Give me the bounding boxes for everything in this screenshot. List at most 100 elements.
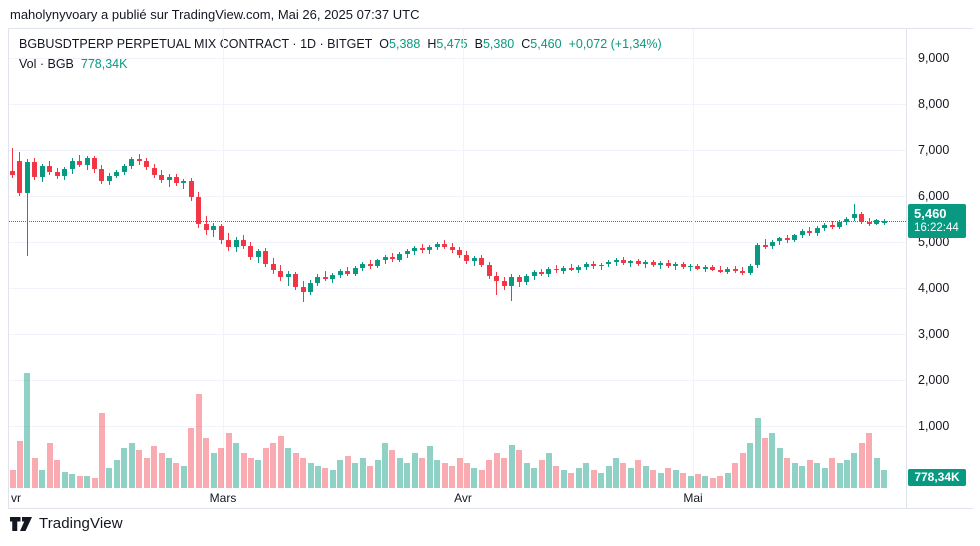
candle: [188, 180, 194, 197]
candle: [427, 246, 433, 251]
footer: TradingView: [10, 515, 123, 532]
volume-bar: [314, 466, 321, 488]
chart-panel: BGBUSDTPERP PERPETUAL MIX CONTRACT · 1D …: [8, 28, 974, 509]
time-axis[interactable]: vr Mars Avr Mai: [9, 488, 906, 508]
candle-wick: [496, 271, 498, 295]
candle: [732, 268, 738, 271]
candle: [412, 247, 418, 252]
price-tick-label: 7,000: [918, 143, 950, 157]
volume-bar: [195, 394, 202, 488]
candle-wick: [630, 259, 632, 267]
candle: [92, 158, 97, 170]
volume-bar: [374, 460, 381, 488]
price-gridline: [9, 426, 906, 427]
volume-value: 778,34K: [80, 57, 128, 71]
volume-bar: [84, 476, 90, 488]
candle-wick: [168, 173, 170, 187]
volume-bar: [598, 473, 605, 488]
candle: [248, 245, 254, 257]
candle-wick: [444, 239, 446, 249]
volume-bar: [575, 468, 582, 488]
volume-bar: [233, 443, 239, 488]
volume-bar: [702, 476, 709, 488]
candle-wick: [600, 262, 602, 271]
candle: [389, 256, 395, 260]
low-label: B: [474, 37, 483, 51]
candle: [203, 223, 209, 231]
volume-bar: [91, 478, 98, 488]
candle: [270, 264, 276, 271]
volume-bar: [434, 460, 441, 488]
volume-bar: [806, 460, 813, 488]
tradingview-wordmark[interactable]: TradingView: [39, 515, 123, 532]
volume-bar: [851, 453, 858, 488]
candle: [293, 274, 299, 288]
symbol-title[interactable]: BGBUSDTPERP PERPETUAL MIX CONTRACT · 1D …: [19, 37, 373, 51]
price-gridline: [9, 334, 906, 335]
candle: [136, 159, 142, 161]
price-tick-label: 6,000: [918, 189, 950, 203]
candle: [717, 269, 723, 272]
volume-bar: [46, 443, 53, 488]
legend-symbol-row[interactable]: BGBUSDTPERP PERPETUAL MIX CONTRACT · 1D …: [19, 35, 662, 54]
candle: [397, 254, 403, 260]
candle: [419, 247, 425, 251]
candle: [851, 214, 857, 219]
candle: [330, 275, 336, 279]
volume-bar: [76, 476, 83, 488]
price-axis[interactable]: 5,460 16:22:44 778,34K 9,000 8,000 7,000 6,…: [906, 29, 974, 508]
volume-bar: [382, 443, 388, 488]
candle-wick: [868, 218, 870, 226]
volume-bar: [709, 478, 716, 488]
candle: [54, 172, 60, 177]
plot-area[interactable]: BGBUSDTPERP PERPETUAL MIX CONTRACT · 1D …: [9, 29, 906, 488]
volume-bar: [843, 460, 850, 488]
volume-bar: [128, 443, 135, 488]
volume-bar: [836, 463, 843, 488]
volume-bar: [247, 458, 254, 488]
candle: [151, 167, 157, 176]
legend-volume-row[interactable]: Vol · BGB 778,34K: [19, 55, 662, 74]
price-tick-label: 9,000: [918, 51, 950, 65]
volume-bar: [143, 458, 150, 488]
candle: [144, 161, 150, 168]
candle: [747, 265, 753, 273]
candle: [524, 276, 530, 283]
candle: [129, 159, 135, 166]
candle: [218, 225, 224, 240]
volume-bar: [829, 458, 835, 488]
volume-bar: [762, 438, 768, 488]
close-label: C: [521, 37, 531, 51]
volume-bar: [478, 470, 485, 488]
volume-bar: [858, 443, 865, 488]
time-gridline: [693, 29, 694, 488]
volume-bar: [627, 468, 634, 488]
candle: [10, 170, 15, 176]
candle: [881, 220, 887, 223]
volume-bar: [210, 453, 217, 488]
candle: [382, 256, 388, 261]
candle: [464, 254, 470, 262]
candle: [47, 166, 53, 173]
candle: [479, 258, 485, 265]
volume-bar: [151, 446, 158, 488]
volume-bar: [605, 466, 612, 488]
candle: [844, 218, 850, 223]
candle: [159, 175, 164, 180]
volume-bar: [411, 453, 418, 488]
volume-bar: [799, 466, 806, 488]
volume-bar: [329, 470, 336, 488]
candle: [241, 239, 246, 246]
candle: [308, 282, 313, 292]
volume-bar: [739, 453, 746, 488]
change-value: +0,072 (+1,34%): [568, 37, 662, 51]
candle: [568, 267, 574, 270]
time-tick-label: Avr: [454, 491, 472, 505]
candle: [486, 265, 492, 276]
candle: [658, 263, 664, 265]
candle: [278, 270, 284, 278]
candle: [680, 264, 686, 268]
attribution-text: maholynyvoary a publié sur TradingView.c…: [10, 7, 420, 22]
candle: [553, 268, 559, 271]
tradingview-logo-icon[interactable]: [10, 516, 32, 531]
